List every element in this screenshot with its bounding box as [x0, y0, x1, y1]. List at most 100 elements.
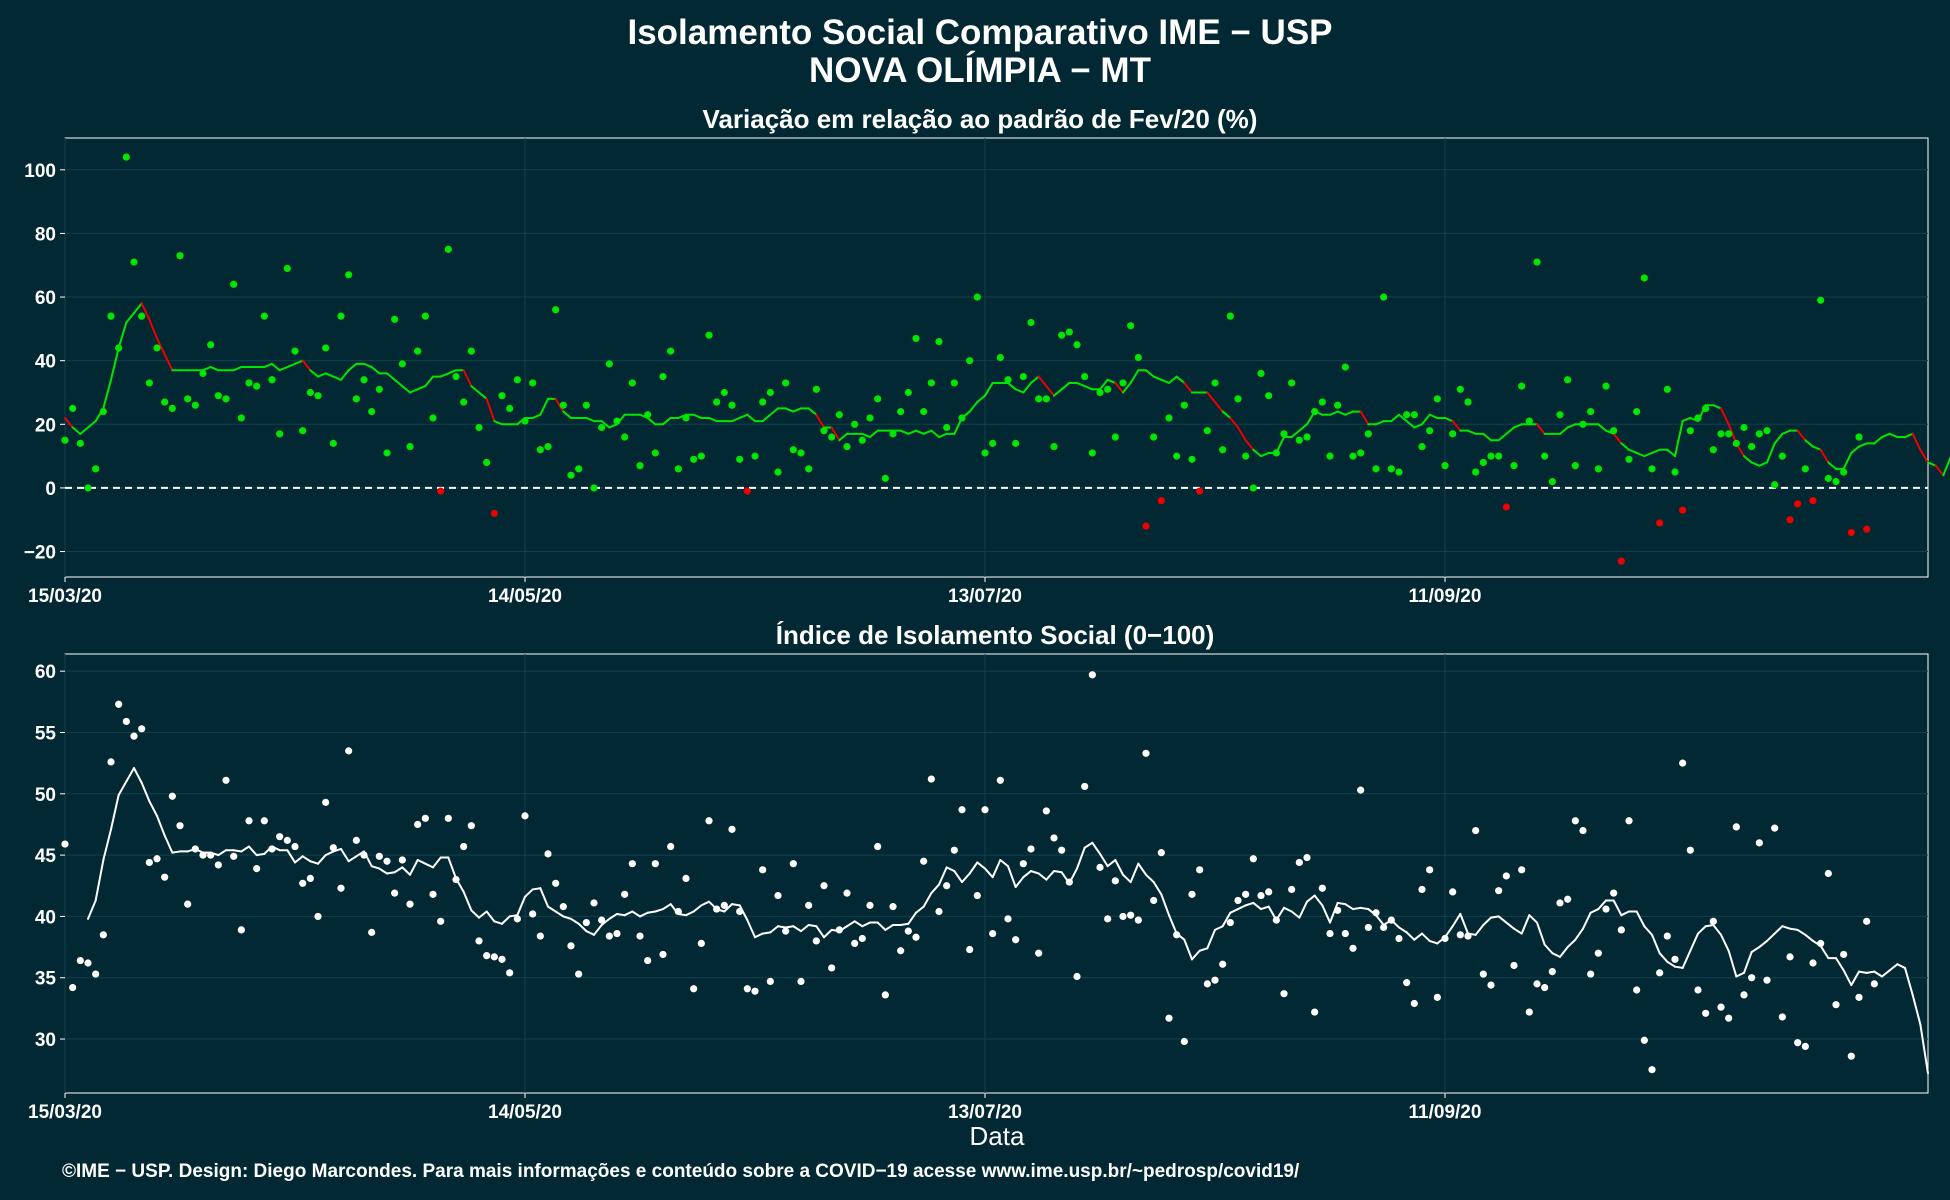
- rolling-mean-segment: [1145, 369, 1155, 378]
- rolling-mean-segment: [585, 930, 595, 936]
- rolling-mean-segment: [1060, 381, 1071, 391]
- data-point: [1594, 465, 1602, 473]
- rolling-mean-segment: [922, 892, 933, 908]
- rolling-mean-segment: [1635, 451, 1646, 458]
- rolling-mean-segment: [1214, 401, 1224, 413]
- rolling-mean-segment: [953, 870, 963, 884]
- rolling-mean-segment: [1398, 413, 1408, 423]
- data-point: [513, 915, 521, 923]
- rolling-mean-segment: [562, 915, 572, 920]
- rolling-mean-segment: [1750, 461, 1761, 467]
- chart-title: Isolamento Social Comparativo IME − USP: [627, 13, 1332, 52]
- data-point: [291, 842, 299, 851]
- rolling-mean-segment: [731, 903, 741, 907]
- rolling-mean-segment: [1076, 846, 1086, 870]
- data-point: [1318, 884, 1326, 892]
- rolling-mean-segment: [654, 908, 664, 913]
- y-tick-label: 100: [24, 161, 56, 182]
- rolling-mean-segment: [117, 321, 128, 349]
- rolling-mean-segment: [1597, 899, 1607, 911]
- rolling-mean-segment: [807, 407, 818, 416]
- data-point: [966, 945, 974, 954]
- data-point: [605, 932, 613, 940]
- data-point: [1150, 896, 1158, 905]
- data-point: [981, 806, 989, 814]
- data-point: [1817, 939, 1825, 947]
- y-tick-label: −20: [24, 543, 56, 564]
- data-point: [774, 891, 782, 900]
- rolling-mean-segment: [1766, 932, 1776, 942]
- data-point: [199, 369, 207, 378]
- y-tick-label: 20: [35, 415, 56, 436]
- data-point: [889, 903, 897, 911]
- rolling-mean-segment: [1114, 381, 1124, 394]
- data-point: [1111, 433, 1119, 441]
- rolling-mean-segment: [1252, 448, 1262, 458]
- rolling-mean-segment: [884, 924, 894, 931]
- y-tick-label: 50: [35, 785, 56, 806]
- data-point: [705, 817, 713, 825]
- rolling-mean-segment: [1927, 461, 1937, 467]
- data-point: [1801, 465, 1809, 473]
- data-point: [1127, 322, 1135, 330]
- rolling-mean-segment: [102, 378, 112, 410]
- data-point: [1364, 923, 1372, 932]
- rolling-mean-segment: [692, 904, 703, 913]
- rolling-mean-segment: [1329, 901, 1339, 924]
- rolling-mean-segment: [462, 369, 473, 388]
- data-point: [1426, 427, 1434, 435]
- rolling-mean-segment: [501, 915, 511, 925]
- rolling-mean-segment: [1014, 388, 1025, 394]
- rolling-mean-segment: [1145, 873, 1155, 884]
- data-point: [1587, 970, 1595, 978]
- rolling-mean-segment: [1260, 905, 1270, 911]
- data-point: [1602, 905, 1610, 913]
- data-point: [881, 991, 889, 999]
- data-point: [1111, 877, 1119, 885]
- rolling-mean-segment: [1773, 432, 1784, 445]
- rolling-mean-segment: [1030, 375, 1040, 384]
- data-point: [352, 836, 360, 844]
- data-point: [107, 758, 115, 766]
- rolling-mean-segment: [255, 852, 266, 857]
- data-point: [421, 312, 429, 320]
- data-point: [966, 357, 974, 365]
- data-point: [1042, 395, 1050, 403]
- rolling-mean-segment: [94, 859, 105, 902]
- data-point: [122, 153, 130, 161]
- rolling-mean-segment: [1129, 369, 1140, 384]
- rolling-mean-segment: [938, 432, 948, 439]
- data-point: [1548, 477, 1556, 486]
- data-point: [636, 462, 644, 470]
- x-tick-label: 13/07/20: [948, 1102, 1022, 1123]
- rolling-mean-segment: [271, 362, 281, 372]
- rolling-mean-segment: [386, 372, 396, 381]
- rolling-mean-segment: [922, 429, 933, 435]
- data-point: [184, 395, 192, 403]
- rolling-mean-segment: [1413, 932, 1423, 941]
- data-point: [605, 360, 613, 368]
- rolling-mean-segment: [1674, 965, 1684, 969]
- rolling-mean-segment: [823, 928, 833, 939]
- rolling-mean-segment: [692, 413, 703, 419]
- panel-index: Índice de Isolamento Social (0−100) 30 35…: [28, 620, 1929, 1123]
- rolling-mean-segment: [1781, 429, 1791, 435]
- rolling-mean-segment: [853, 920, 864, 928]
- data-point: [1372, 465, 1380, 473]
- data-point: [291, 347, 299, 355]
- data-point: [207, 341, 215, 349]
- data-point: [1533, 980, 1541, 988]
- data-point: [1656, 519, 1664, 527]
- rolling-mean-segment: [738, 904, 749, 922]
- x-tick-label: 13/07/20: [948, 586, 1022, 607]
- data-point: [61, 840, 69, 848]
- rolling-mean-segment: [1666, 448, 1676, 458]
- rolling-mean-segment: [1129, 862, 1140, 884]
- data-point: [1004, 376, 1012, 384]
- data-point: [1019, 860, 1027, 868]
- rolling-mean-segment: [968, 401, 979, 413]
- data-point: [1525, 1008, 1533, 1016]
- rolling-mean-segment: [746, 413, 756, 423]
- rolling-mean-segment: [554, 910, 565, 918]
- data-point: [912, 933, 920, 941]
